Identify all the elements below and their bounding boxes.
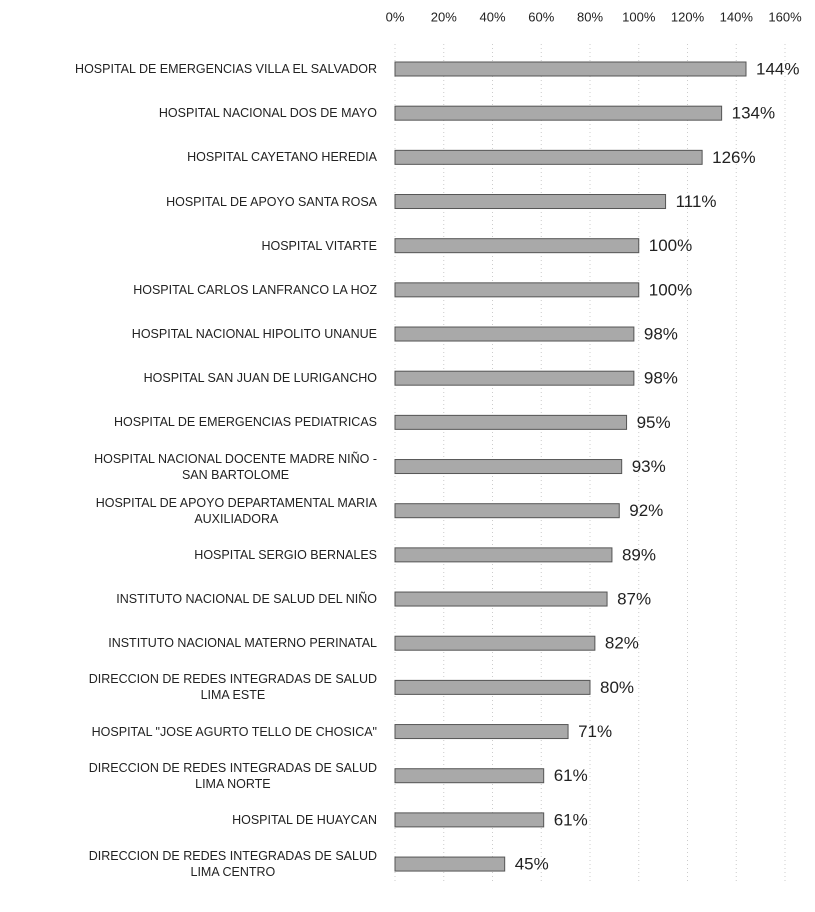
y-tick-label: HOSPITAL "JOSE AGURTO TELLO DE CHOSICA" bbox=[91, 724, 377, 739]
category-label-box: DIRECCION DE REDES INTEGRADAS DE SALUD L… bbox=[0, 671, 377, 703]
y-tick-label: HOSPITAL NACIONAL DOCENTE MADRE NIÑO - S… bbox=[94, 451, 377, 482]
category-label-box: HOSPITAL CARLOS LANFRANCO LA HOZ bbox=[0, 282, 377, 298]
data-label: 98% bbox=[644, 369, 678, 388]
x-tick-label: 80% bbox=[577, 9, 603, 24]
bar bbox=[394, 812, 545, 828]
category-label-box: HOSPITAL SAN JUAN DE LURIGANCHO bbox=[0, 370, 377, 386]
data-label: 100% bbox=[649, 280, 692, 299]
y-tick-label: HOSPITAL VITARTE bbox=[261, 238, 377, 253]
y-tick-label: HOSPITAL SERGIO BERNALES bbox=[194, 547, 377, 562]
category-label-box: HOSPITAL DE APOYO SANTA ROSA bbox=[0, 194, 377, 210]
bar bbox=[394, 679, 591, 695]
data-label: 82% bbox=[605, 634, 639, 653]
bar bbox=[394, 856, 506, 872]
y-tick-label: HOSPITAL CARLOS LANFRANCO LA HOZ bbox=[133, 282, 377, 297]
bar bbox=[394, 326, 635, 342]
y-tick-label: HOSPITAL NACIONAL DOS DE MAYO bbox=[158, 106, 377, 121]
bar bbox=[394, 61, 747, 77]
data-label: 100% bbox=[649, 236, 692, 255]
category-label-box: HOSPITAL VITARTE bbox=[0, 238, 377, 254]
data-label: 80% bbox=[600, 678, 634, 697]
y-tick-label: INSTITUTO NACIONAL MATERNO PERINATAL bbox=[108, 636, 377, 651]
x-tick-label: 40% bbox=[479, 9, 505, 24]
y-tick-label: HOSPITAL DE EMERGENCIAS VILLA EL SALVADO… bbox=[75, 62, 377, 76]
data-label: 87% bbox=[617, 590, 651, 609]
bar bbox=[394, 768, 545, 784]
data-label: 93% bbox=[632, 457, 666, 476]
y-tick-label: HOSPITAL DE APOYO DEPARTAMENTAL MARIA AU… bbox=[95, 495, 377, 526]
x-tick-label: 20% bbox=[431, 9, 457, 24]
data-label: 98% bbox=[644, 325, 678, 344]
y-tick-label: HOSPITAL CAYETANO HEREDIA bbox=[187, 150, 377, 165]
x-tick-label: 100% bbox=[622, 9, 656, 24]
data-label: 134% bbox=[732, 104, 775, 123]
data-label: 45% bbox=[515, 855, 549, 874]
data-label: 111% bbox=[676, 192, 717, 211]
y-tick-label: HOSPITAL NACIONAL HIPOLITO UNANUE bbox=[131, 327, 377, 342]
category-label-box: INSTITUTO NACIONAL DE SALUD DEL NIÑO bbox=[0, 591, 377, 607]
bar bbox=[394, 105, 723, 121]
bar bbox=[394, 282, 640, 298]
bar bbox=[394, 370, 635, 386]
data-label: 144% bbox=[756, 59, 799, 78]
category-label-box: DIRECCION DE REDES INTEGRADAS DE SALUD L… bbox=[0, 760, 377, 792]
data-label: 126% bbox=[712, 148, 755, 167]
bar bbox=[394, 724, 569, 740]
bar bbox=[394, 149, 703, 165]
x-tick-label: 160% bbox=[768, 9, 802, 24]
bar bbox=[394, 503, 620, 519]
y-tick-label: HOSPITAL DE EMERGENCIAS PEDIATRICAS bbox=[113, 415, 377, 430]
bar bbox=[394, 547, 613, 563]
bar bbox=[394, 194, 667, 210]
data-label: 92% bbox=[629, 501, 663, 520]
category-label-box: HOSPITAL CAYETANO HEREDIA bbox=[0, 149, 377, 165]
data-label: 71% bbox=[578, 722, 612, 741]
bar bbox=[394, 591, 608, 607]
x-tick-label: 0% bbox=[386, 9, 405, 24]
y-tick-label: DIRECCION DE REDES INTEGRADAS DE SALUD L… bbox=[88, 849, 377, 880]
bar bbox=[394, 635, 596, 651]
data-label: 61% bbox=[554, 810, 588, 829]
y-tick-label: HOSPITAL SAN JUAN DE LURIGANCHO bbox=[143, 371, 377, 386]
y-tick-label: DIRECCION DE REDES INTEGRADAS DE SALUD L… bbox=[88, 760, 377, 791]
category-label-box: HOSPITAL NACIONAL HIPOLITO UNANUE bbox=[0, 326, 377, 342]
category-label-box: DIRECCION DE REDES INTEGRADAS DE SALUD L… bbox=[0, 848, 377, 880]
category-label-box: HOSPITAL SERGIO BERNALES bbox=[0, 547, 377, 563]
data-label: 95% bbox=[637, 413, 671, 432]
x-tick-label: 140% bbox=[720, 9, 754, 24]
data-label: 89% bbox=[622, 545, 656, 564]
category-label-box: INSTITUTO NACIONAL MATERNO PERINATAL bbox=[0, 635, 377, 651]
y-tick-label: DIRECCION DE REDES INTEGRADAS DE SALUD L… bbox=[88, 672, 377, 703]
category-label-box: HOSPITAL DE HUAYCAN bbox=[0, 812, 377, 828]
y-tick-label: HOSPITAL DE HUAYCAN bbox=[232, 812, 377, 827]
x-tick-label: 60% bbox=[528, 9, 554, 24]
y-tick-label: INSTITUTO NACIONAL DE SALUD DEL NIÑO bbox=[116, 592, 377, 607]
category-label-box: HOSPITAL DE EMERGENCIAS PEDIATRICAS bbox=[0, 414, 377, 430]
bar bbox=[394, 459, 623, 475]
category-label-box: HOSPITAL DE APOYO DEPARTAMENTAL MARIA AU… bbox=[0, 495, 377, 527]
category-label-box: HOSPITAL NACIONAL DOS DE MAYO bbox=[0, 105, 377, 121]
category-label-box: HOSPITAL "JOSE AGURTO TELLO DE CHOSICA" bbox=[0, 724, 377, 740]
bar bbox=[394, 238, 640, 254]
data-label: 61% bbox=[554, 766, 588, 785]
category-label-box: HOSPITAL DE EMERGENCIAS VILLA EL SALVADO… bbox=[0, 61, 377, 77]
y-tick-label: HOSPITAL DE APOYO SANTA ROSA bbox=[166, 194, 377, 209]
category-label-box: HOSPITAL NACIONAL DOCENTE MADRE NIÑO - S… bbox=[0, 451, 377, 483]
x-tick-label: 120% bbox=[671, 9, 705, 24]
bar bbox=[394, 414, 628, 430]
